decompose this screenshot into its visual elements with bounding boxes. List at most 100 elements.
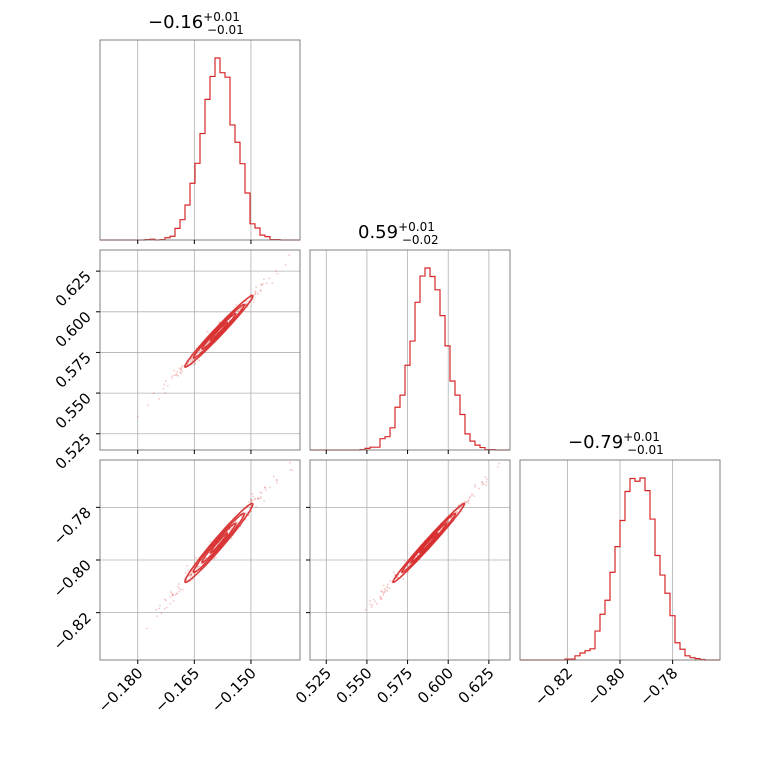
histogram-panel-2: −0.79+0.01 −0.01 −0.82 −0.80 −0.78	[519, 430, 721, 709]
sample-point	[170, 376, 173, 379]
sample-point	[291, 469, 294, 472]
sample-point	[471, 494, 473, 497]
param-title-1: 0.59+0.01 −0.02	[358, 220, 439, 247]
sample-point	[289, 468, 292, 471]
sample-point	[147, 404, 149, 407]
sample-point	[456, 510, 459, 513]
sample-point	[257, 293, 259, 295]
sample-point	[255, 286, 258, 289]
sample-point	[181, 588, 184, 591]
sample-point	[268, 277, 271, 280]
sample-point	[189, 576, 192, 578]
sample-point	[263, 486, 266, 489]
sample-point	[389, 580, 392, 582]
histogram-2	[520, 477, 720, 661]
title-plus: +0.01	[203, 10, 240, 24]
y-tick-label: 0.625	[52, 267, 95, 310]
contour-level-3	[184, 502, 254, 584]
sample-point	[386, 590, 389, 592]
sample-point	[464, 501, 467, 503]
sample-point	[257, 498, 260, 500]
sample-point	[255, 505, 257, 508]
sample-point	[205, 556, 208, 559]
sample-point	[485, 481, 488, 483]
sample-point	[194, 361, 197, 364]
sample-point	[171, 594, 174, 597]
contour-level-2	[192, 303, 246, 359]
sample-point	[392, 571, 395, 574]
sample-point	[261, 284, 264, 287]
sample-point	[265, 282, 268, 285]
x-tick-label: −0.150	[208, 664, 260, 716]
y-tick-label: 0.600	[52, 308, 95, 351]
sample-point	[196, 566, 199, 568]
sample-point	[213, 557, 216, 560]
sample-point	[250, 498, 252, 501]
sample-point	[481, 483, 484, 486]
sample-point	[380, 598, 383, 601]
sample-point	[467, 499, 469, 502]
sample-point	[407, 571, 410, 574]
sample-point	[164, 392, 166, 394]
sample-point	[276, 479, 279, 482]
sample-point	[498, 462, 501, 465]
sample-point	[228, 529, 231, 532]
contour-level-1	[201, 312, 237, 351]
sample-point	[380, 596, 382, 599]
sample-point	[376, 602, 378, 605]
sample-point	[180, 370, 183, 373]
sample-point	[382, 594, 385, 596]
sample-point	[163, 607, 166, 610]
sample-point	[252, 301, 255, 304]
contour-level-1	[201, 522, 237, 564]
sample-point	[383, 590, 386, 593]
param-title-2: −0.79+0.01 −0.01	[568, 430, 664, 457]
contour-level-1	[409, 522, 448, 564]
sample-point	[237, 310, 240, 312]
sample-point	[155, 608, 158, 611]
sample-point	[496, 465, 499, 468]
sample-point	[209, 540, 212, 543]
sample-point	[173, 374, 176, 377]
sample-point	[259, 497, 262, 500]
sample-point	[262, 278, 265, 281]
sample-point	[247, 300, 249, 303]
sample-point	[284, 263, 287, 266]
sample-point	[155, 615, 158, 618]
sample-point	[176, 592, 179, 595]
contour-level-0	[209, 532, 229, 554]
sample-point	[289, 461, 291, 464]
sample-point	[180, 366, 183, 369]
sample-point	[177, 587, 180, 590]
sample-point	[189, 573, 192, 576]
x-tick-label: 0.625	[455, 664, 498, 707]
contour-level-0	[418, 532, 439, 554]
sample-point	[402, 578, 405, 580]
sample-point	[179, 371, 182, 374]
sample-point	[305, 239, 307, 241]
sample-point	[179, 368, 182, 371]
sample-point	[272, 475, 275, 478]
sample-point	[259, 491, 262, 494]
title-plus: +0.01	[623, 430, 660, 444]
sample-point	[268, 486, 271, 489]
sample-point	[382, 592, 385, 594]
sample-point	[252, 495, 255, 498]
sample-point	[308, 440, 310, 442]
sample-point	[159, 604, 161, 607]
sample-point	[484, 476, 487, 479]
sample-point	[482, 483, 485, 486]
sample-point	[255, 291, 257, 294]
sample-point	[172, 593, 175, 596]
x-tick-label: 0.550	[333, 664, 376, 707]
sample-point	[169, 602, 172, 605]
sample-point	[196, 565, 199, 568]
x-tick-label: 0.575	[373, 664, 416, 707]
sample-point	[195, 567, 198, 570]
sample-point	[288, 254, 291, 257]
sample-point	[204, 556, 207, 559]
sample-point	[480, 481, 483, 484]
histogram-panel-1: 0.59+0.01 −0.02	[309, 220, 511, 454]
sample-point	[164, 599, 167, 602]
sample-point	[187, 569, 190, 572]
